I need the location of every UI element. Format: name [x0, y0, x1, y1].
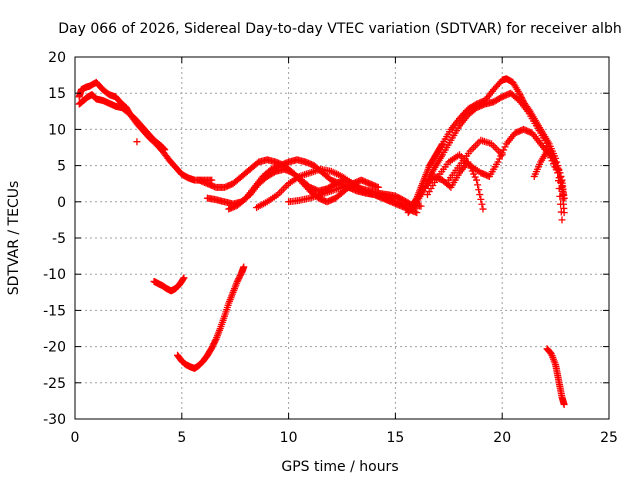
- data-point: [559, 190, 567, 198]
- data-point: [180, 274, 188, 282]
- y-axis-title: SDTVAR / TECUs: [6, 181, 22, 296]
- data-point: [501, 143, 509, 151]
- data-point: [438, 141, 446, 149]
- chart-title: Day 066 of 2026, Sidereal Day-to-day VTE…: [58, 21, 621, 37]
- data-point: [417, 202, 425, 210]
- y-tick-label: -30: [43, 412, 66, 428]
- data-point: [494, 158, 502, 166]
- series-arc-7: [285, 183, 410, 209]
- data-point: [470, 170, 478, 178]
- data-point: [495, 155, 503, 163]
- x-tick-label: 5: [177, 430, 186, 446]
- series-arc-9: [408, 89, 568, 217]
- x-tick-label: 25: [600, 430, 618, 446]
- series-arc-13: [530, 147, 568, 202]
- data-point: [402, 201, 410, 209]
- y-tick-label: -25: [43, 376, 66, 392]
- data-point: [478, 200, 486, 208]
- series-arc-2: [75, 91, 169, 154]
- data-point: [476, 191, 484, 199]
- data-point: [498, 151, 506, 159]
- y-tick-label: -10: [43, 267, 66, 283]
- data-point: [211, 337, 219, 345]
- data-point: [159, 144, 167, 152]
- x-tick-label: 15: [386, 430, 404, 446]
- series-arc-15: [174, 263, 248, 372]
- data-point: [240, 263, 248, 271]
- data-point: [133, 138, 141, 146]
- data-point: [471, 173, 479, 181]
- data-point: [179, 275, 187, 283]
- data-point: [557, 208, 565, 216]
- x-tick-label: 10: [280, 430, 298, 446]
- y-tick-label: 15: [48, 86, 66, 102]
- data-point: [468, 167, 476, 175]
- data-point: [413, 209, 421, 217]
- data-point: [556, 192, 564, 200]
- series-arc-11: [421, 158, 487, 213]
- data-point: [474, 181, 482, 189]
- y-tick-label: -15: [43, 303, 66, 319]
- data-point: [500, 146, 508, 154]
- data-point: [557, 177, 565, 185]
- data-point: [475, 186, 483, 194]
- data-point: [464, 158, 472, 166]
- data-point: [541, 136, 549, 144]
- x-tick-label: 0: [71, 430, 80, 446]
- data-point: [160, 145, 168, 153]
- data-point: [559, 186, 567, 194]
- x-axis-title: GPS time / hours: [281, 459, 398, 475]
- y-tick-label: -5: [52, 231, 66, 247]
- data-point: [374, 183, 382, 191]
- data-point: [161, 146, 169, 154]
- data-point: [467, 164, 475, 172]
- data-point: [477, 195, 485, 203]
- data-point: [558, 216, 566, 224]
- y-tick-label: 5: [57, 159, 66, 175]
- data-points: [75, 75, 568, 409]
- y-tick-label: 20: [48, 50, 66, 66]
- y-tick-label: 0: [57, 195, 66, 211]
- data-point: [548, 153, 556, 161]
- data-point: [558, 182, 566, 190]
- series-arc-16: [543, 345, 568, 409]
- data-point: [465, 161, 473, 169]
- data-point: [560, 401, 568, 409]
- series-arc-12: [445, 136, 506, 184]
- data-point: [556, 169, 564, 177]
- data-point: [473, 176, 481, 184]
- data-point: [557, 173, 565, 181]
- data-point: [479, 205, 487, 213]
- x-tick-label: 20: [493, 430, 511, 446]
- series-arc-10: [423, 125, 566, 224]
- y-tick-label: -20: [43, 340, 66, 356]
- data-point: [557, 200, 565, 208]
- data-point: [560, 194, 568, 202]
- y-tick-label: 10: [48, 122, 66, 138]
- series-arc-14: [150, 274, 188, 295]
- series-stray: [133, 138, 141, 146]
- axis-ticks: 0 5 10 15 20 25 -30 -25 -20 -15 -10 -5 0 5 10 15 20: [43, 50, 618, 446]
